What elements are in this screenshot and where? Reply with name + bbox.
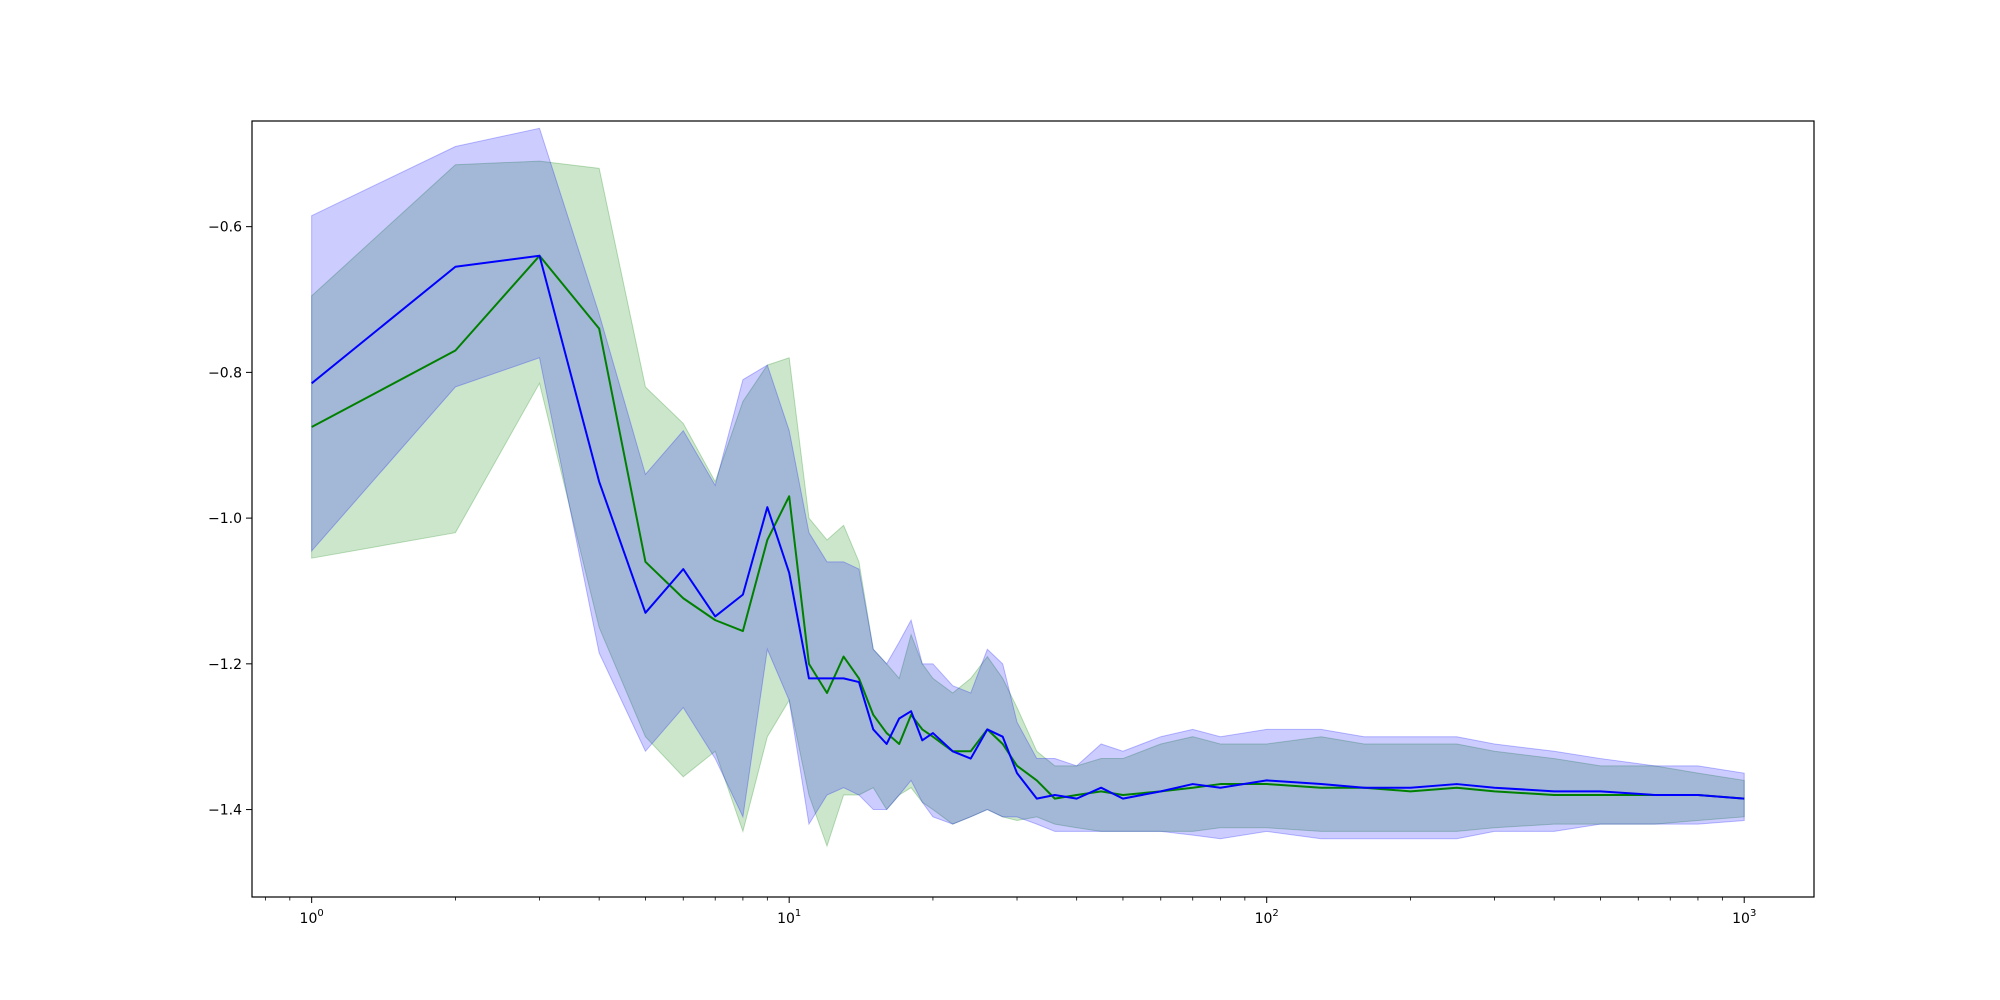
y-tick-label: −1.0 — [208, 511, 242, 527]
y-tick-label: −1.4 — [208, 803, 242, 819]
x-tick-label: 102 — [1255, 908, 1279, 927]
series-lines — [311, 254, 1745, 800]
x-tick-label: 100 — [300, 908, 324, 927]
y-tick-label: −0.6 — [208, 220, 242, 236]
x-axis: 100 101 102 103 — [264, 897, 1756, 927]
y-axis: −0.6 −0.8 −1.0 −1.2 −1.4 — [208, 220, 252, 819]
y-tick-label: −1.2 — [208, 657, 242, 673]
line-series-1 — [311, 254, 1745, 800]
x-tick-label: 103 — [1732, 908, 1756, 927]
band-series-1 — [311, 160, 1745, 848]
plot-frame — [251, 120, 1815, 898]
x-tick-label: 101 — [777, 908, 801, 927]
confidence-bands — [311, 127, 1745, 848]
line-series-2 — [311, 254, 1745, 800]
band-series-2 — [311, 127, 1745, 840]
y-tick-label: −0.8 — [208, 365, 242, 381]
